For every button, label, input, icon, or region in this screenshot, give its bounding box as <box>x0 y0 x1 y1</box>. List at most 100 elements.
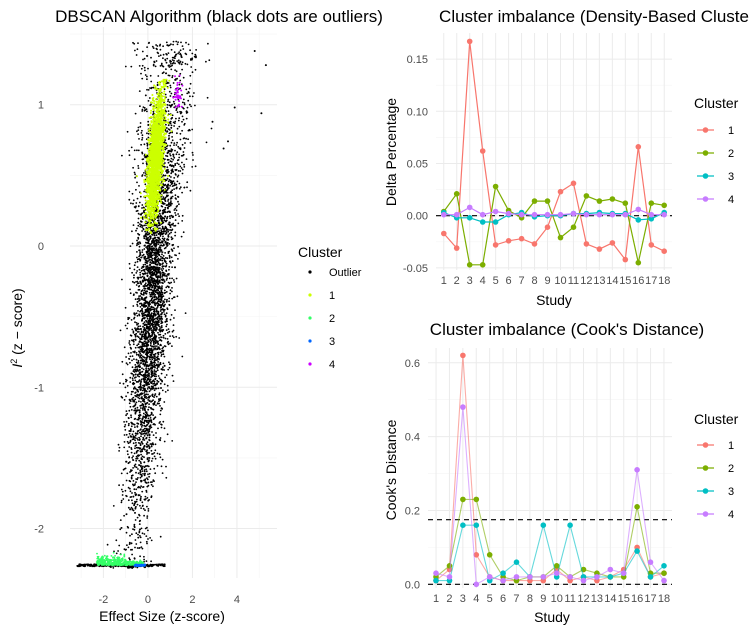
outlier-point <box>176 141 179 144</box>
outlier-point <box>151 329 154 331</box>
outlier-point <box>162 65 165 68</box>
outlier-point <box>166 285 169 288</box>
outlier-point <box>169 61 172 63</box>
outlier-point <box>161 347 164 350</box>
outlier-point <box>155 370 158 373</box>
outlier-point <box>150 276 153 278</box>
outlier-point <box>146 245 149 247</box>
outlier-point <box>151 333 154 336</box>
outlier-point <box>161 408 164 410</box>
outlier-point <box>143 289 146 292</box>
outlier-point <box>131 553 134 556</box>
outlier-point <box>146 88 148 91</box>
outlier-point <box>181 61 184 64</box>
outlier-point <box>162 346 165 349</box>
outlier-point <box>128 432 131 435</box>
outlier-point <box>158 230 160 233</box>
outlier-point <box>181 115 184 118</box>
outlier-point <box>146 331 149 333</box>
outlier-point <box>157 380 160 383</box>
outlier-point <box>121 154 123 157</box>
outlier-point <box>152 260 154 263</box>
outlier-point <box>167 64 170 67</box>
outlier-point <box>130 496 133 498</box>
outlier-point <box>163 383 166 386</box>
outlier-point <box>171 75 174 77</box>
outlier-point <box>79 565 81 567</box>
outlier-point <box>143 479 145 482</box>
outlier-point <box>144 413 147 416</box>
outlier-point <box>150 445 153 448</box>
outlier-point <box>138 201 141 204</box>
outlier-point <box>139 359 142 362</box>
outlier-point <box>115 552 118 555</box>
outlier-point <box>136 48 139 51</box>
outlier-point <box>125 378 127 381</box>
outlier-point <box>161 263 164 265</box>
outlier-point <box>138 369 141 371</box>
outlier-point <box>175 187 178 190</box>
outlier-point <box>137 165 140 167</box>
outlier-point <box>150 560 153 563</box>
outlier-point <box>125 531 128 534</box>
outlier-point <box>140 224 143 227</box>
outlier-point <box>126 130 129 133</box>
outlier-point <box>134 407 137 410</box>
outlier-point <box>133 386 136 389</box>
outlier-point <box>135 284 138 286</box>
outlier-point <box>179 49 182 52</box>
outlier-point <box>136 381 138 383</box>
outlier-point <box>165 61 168 64</box>
outlier-point <box>168 254 171 257</box>
outlier-point <box>150 269 153 271</box>
outlier-point <box>130 202 132 205</box>
outlier-point <box>169 179 172 182</box>
outlier-point <box>172 216 175 218</box>
outlier-point <box>144 403 147 406</box>
outlier-point <box>147 386 150 388</box>
outlier-point <box>147 481 150 484</box>
outlier-point <box>129 343 131 346</box>
outlier-point <box>178 203 180 206</box>
outlier-point <box>146 314 149 317</box>
outlier-point <box>150 444 153 446</box>
outlier-point <box>121 490 124 493</box>
outlier-point <box>146 274 149 277</box>
outlier-point <box>131 355 134 357</box>
outlier-point <box>131 280 134 283</box>
outlier-point <box>169 164 171 167</box>
outlier-point <box>156 84 159 87</box>
outlier-point <box>162 267 165 270</box>
outlier-point <box>166 53 168 56</box>
outlier-point <box>149 259 152 261</box>
outlier-point <box>139 388 142 391</box>
outlier-point <box>188 91 190 94</box>
outlier-point <box>148 430 151 433</box>
outlier-point <box>156 297 159 300</box>
outlier-point <box>156 379 159 382</box>
outlier-point <box>149 261 152 264</box>
outlier-point <box>157 387 160 390</box>
outlier-point <box>120 395 123 398</box>
outlier-point <box>171 182 174 185</box>
outlier-point <box>129 534 131 537</box>
outlier-point <box>144 472 146 475</box>
outlier-point <box>174 266 176 269</box>
outlier-point <box>152 47 155 49</box>
outlier-point <box>154 423 156 426</box>
outlier-point <box>155 239 158 242</box>
outlier-point <box>159 328 161 330</box>
outlier-point <box>136 393 139 396</box>
outlier-point <box>161 186 164 189</box>
outlier-point <box>136 298 139 300</box>
outlier-point <box>140 480 143 483</box>
outlier-point <box>171 195 174 198</box>
outlier-point <box>145 319 147 322</box>
outlier-point <box>157 257 160 260</box>
outlier-point <box>172 380 175 382</box>
outlier-point <box>146 348 148 351</box>
outlier-point <box>147 529 149 532</box>
outlier-point <box>137 167 140 170</box>
outlier-point <box>177 200 179 203</box>
outlier-point <box>124 386 127 389</box>
